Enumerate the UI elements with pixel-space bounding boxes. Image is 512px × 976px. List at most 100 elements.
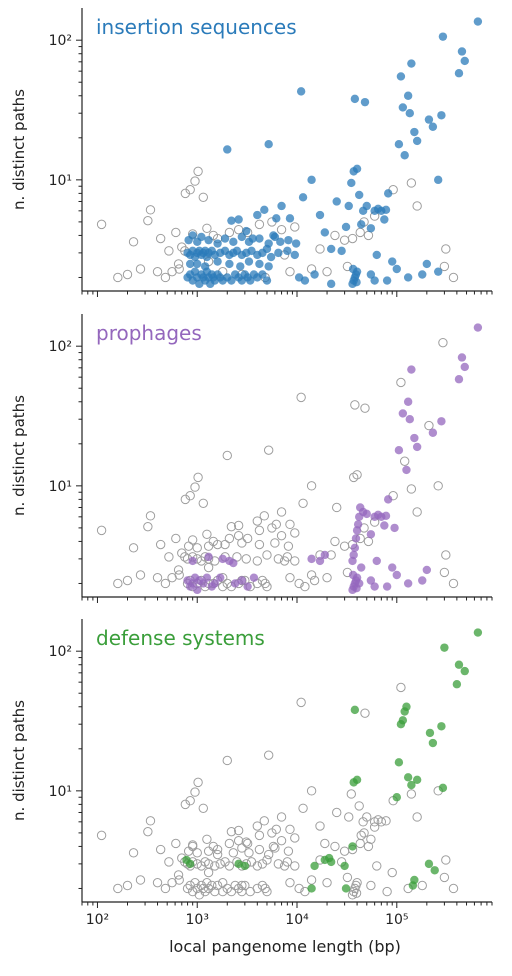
background-point [164, 552, 174, 562]
highlight-point [473, 323, 483, 332]
background-point [271, 824, 281, 835]
background-point [212, 849, 223, 860]
background-point [160, 578, 171, 589]
background-point [381, 816, 391, 826]
highlight-point [402, 702, 411, 711]
highlight-point [216, 573, 225, 582]
background-point [282, 857, 293, 867]
background-point [160, 272, 171, 283]
background-point [270, 843, 280, 853]
background-point [254, 830, 265, 841]
background-point [226, 521, 237, 532]
highlight-point [388, 257, 397, 266]
background-point [160, 883, 171, 894]
background-point [276, 507, 287, 517]
background-point [143, 215, 153, 226]
background-point [448, 578, 459, 589]
highlight-point [340, 861, 349, 871]
background-point [173, 259, 184, 269]
background-point [322, 266, 332, 277]
background-point [202, 834, 212, 844]
highlight-point [400, 151, 409, 160]
highlight-point [197, 232, 206, 242]
background-point [257, 575, 268, 586]
background-point [185, 185, 195, 195]
highlight-point [438, 783, 448, 793]
background-point [241, 554, 251, 564]
highlight-point [200, 262, 210, 271]
background-point [263, 849, 274, 860]
background-point [171, 838, 181, 849]
background-point [285, 877, 295, 888]
highlight-point [403, 579, 413, 588]
highlight-point [382, 276, 392, 285]
highlight-point [300, 276, 310, 285]
highlight-point [403, 91, 413, 100]
highlight-point [269, 231, 278, 240]
highlight-point [272, 214, 281, 223]
highlight-point [380, 215, 389, 224]
highlight-point [310, 270, 319, 279]
background-point [174, 570, 184, 580]
highlight-point [366, 224, 376, 233]
background-point [285, 572, 295, 583]
highlight-point [237, 232, 247, 242]
background-point [155, 233, 166, 244]
highlight-point [410, 875, 419, 885]
highlight-point [193, 585, 202, 595]
highlight-point [348, 570, 358, 580]
background-point [330, 536, 340, 547]
y-tick-label: 10¹ [49, 784, 72, 800]
highlight-point [344, 201, 353, 211]
highlight-point [473, 17, 483, 26]
background-point [294, 578, 304, 589]
highlight-point [438, 32, 448, 41]
background-point [339, 541, 350, 551]
highlight-point [430, 866, 439, 875]
highlight-point [350, 705, 360, 715]
background-point [220, 539, 230, 550]
background-point [356, 830, 366, 841]
highlight-point [262, 276, 272, 285]
highlight-point [337, 246, 346, 256]
background-point [230, 880, 240, 891]
background-point [183, 541, 194, 551]
highlight-point [264, 262, 273, 271]
background-point [276, 530, 287, 541]
background-point [241, 837, 251, 847]
background-point [254, 219, 265, 230]
highlight-point [407, 59, 416, 68]
background-point [285, 266, 295, 277]
highlight-point [410, 433, 419, 443]
background-point [252, 883, 263, 894]
background-point [228, 848, 239, 858]
highlight-point [348, 842, 357, 851]
highlight-point [437, 417, 446, 426]
highlight-point [296, 87, 306, 96]
background-point [417, 880, 427, 891]
x-tick-label: 10⁵ [385, 912, 408, 928]
background-point [306, 481, 317, 491]
background-point [113, 883, 123, 894]
background-point [360, 403, 370, 413]
background-point [164, 857, 174, 867]
highlight-point [204, 235, 213, 245]
background-point [113, 578, 123, 589]
background-point [252, 516, 263, 526]
x-tick-label: 10² [86, 912, 109, 928]
highlight-point [326, 279, 336, 289]
background-point [352, 877, 362, 888]
highlight-point [381, 205, 391, 215]
highlight-point [227, 276, 236, 285]
background-point [171, 533, 181, 544]
background-point [237, 538, 247, 548]
highlight-point [229, 237, 238, 247]
background-point [96, 525, 107, 536]
background-point [276, 224, 287, 235]
x-tick-label: 10³ [186, 912, 209, 928]
highlight-point [425, 728, 435, 738]
highlight-point [452, 680, 462, 689]
background-point [202, 529, 212, 539]
background-point [224, 861, 235, 871]
